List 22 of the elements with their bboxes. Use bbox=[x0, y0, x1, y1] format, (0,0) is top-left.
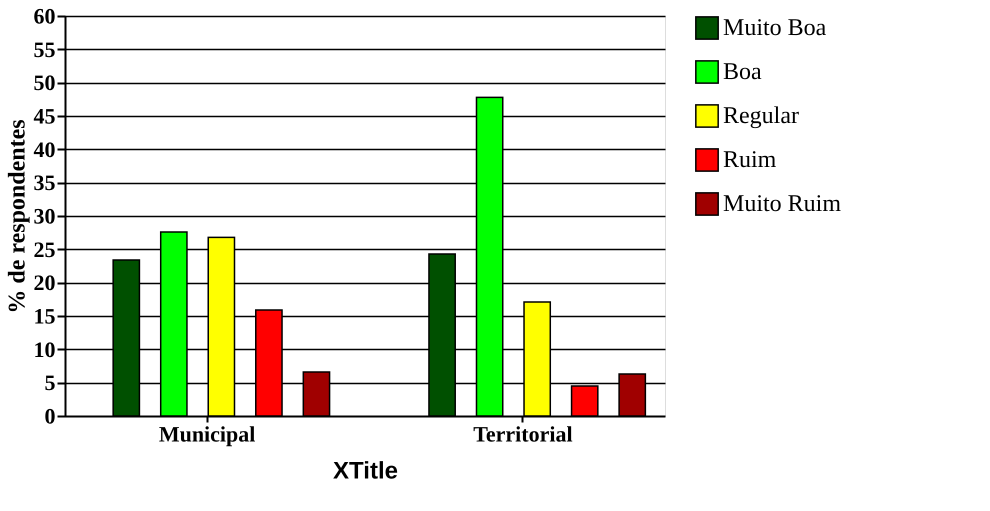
legend-label: Boa bbox=[723, 59, 762, 85]
x-tick-label: Territorial bbox=[473, 422, 573, 446]
y-tick-label: 0 bbox=[44, 404, 56, 428]
y-tick-label: 60 bbox=[34, 4, 56, 28]
y-tick-label: 50 bbox=[34, 70, 56, 96]
y-tick-label: 45 bbox=[34, 104, 56, 128]
x-axis-title: XTitle bbox=[333, 458, 398, 484]
x-tick-label: Municipal bbox=[158, 422, 256, 446]
legend-label: Ruim bbox=[723, 147, 777, 173]
y-tick-label: 5 bbox=[44, 370, 56, 396]
y-tick-label: 30 bbox=[34, 204, 56, 228]
y-tick-label: 25 bbox=[34, 236, 56, 262]
y-axis-title: % de respondentes bbox=[4, 119, 30, 314]
legend-label: Muito Boa bbox=[723, 15, 827, 41]
y-tick-label: 40 bbox=[34, 136, 56, 162]
legend-label: Regular bbox=[723, 103, 799, 129]
y-tick-label: 15 bbox=[34, 304, 56, 328]
y-tick-label: 20 bbox=[34, 270, 56, 296]
y-tick-label: 55 bbox=[34, 36, 56, 62]
y-tick-label: 35 bbox=[34, 170, 56, 196]
legend-label: Muito Ruim bbox=[723, 191, 842, 217]
y-tick-label: 10 bbox=[34, 336, 56, 362]
